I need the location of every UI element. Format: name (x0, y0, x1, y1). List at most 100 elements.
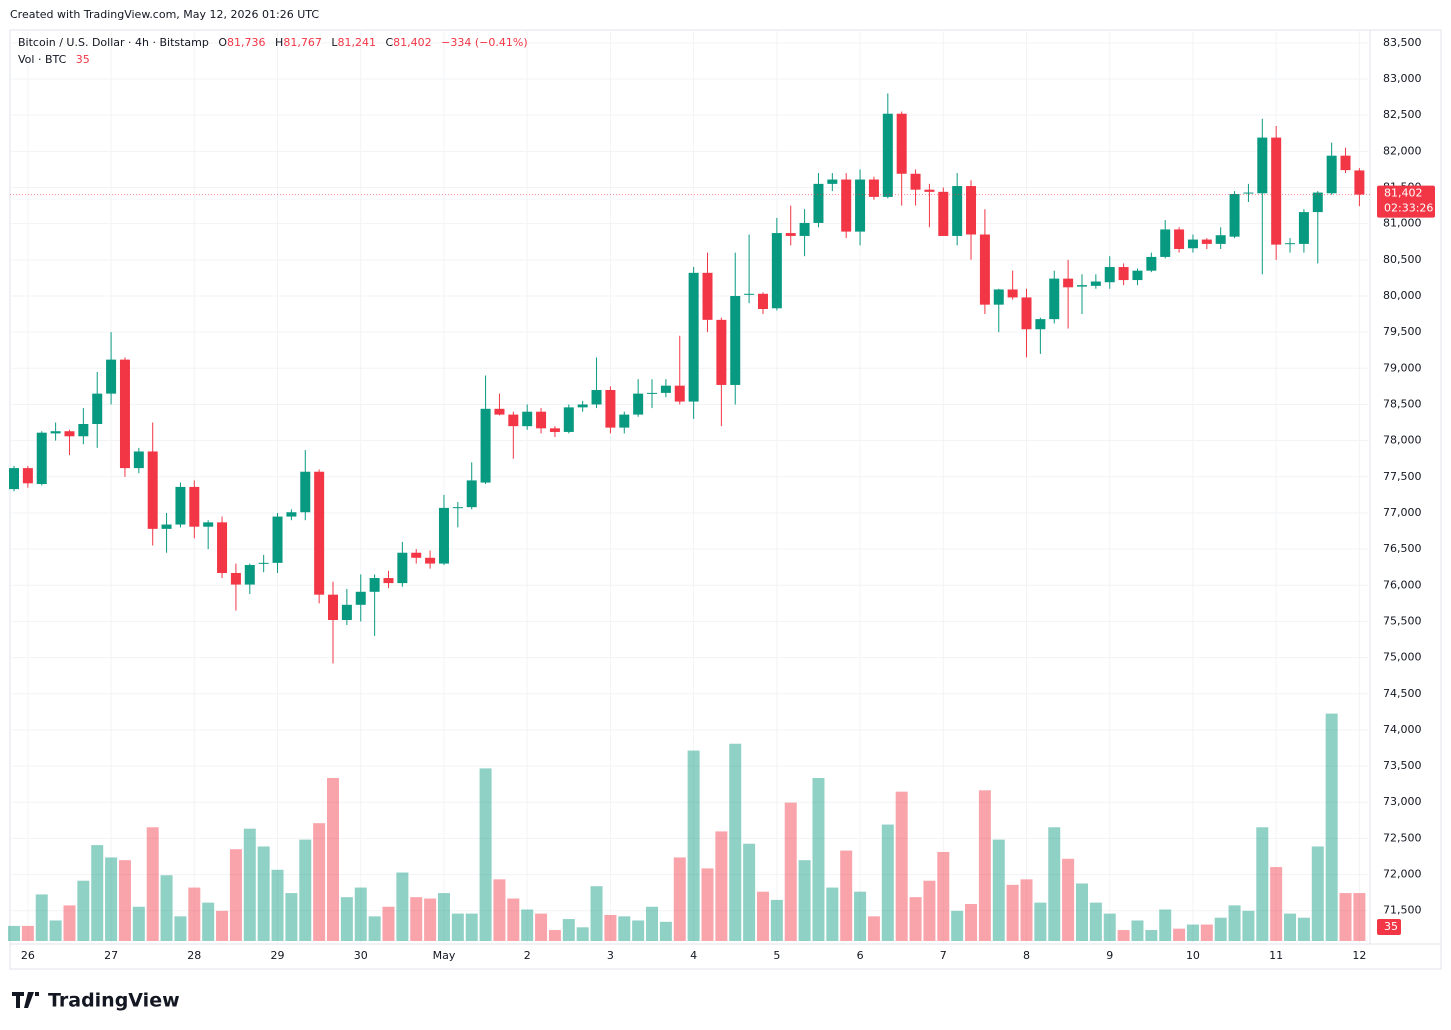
volume-bar (1256, 827, 1269, 941)
candle-body (64, 431, 75, 437)
y-tick-label: 79,000 (1383, 361, 1422, 374)
volume-bar (479, 768, 492, 941)
volume-bar (1103, 913, 1116, 941)
volume-bar (646, 906, 659, 941)
candle-body (896, 113, 907, 174)
y-tick-label: 73,000 (1383, 795, 1422, 808)
x-tick-label: 27 (104, 949, 118, 962)
volume-bar (105, 857, 118, 941)
volume-bar (687, 750, 700, 941)
volume-bar (729, 743, 742, 941)
candle-body (716, 319, 727, 385)
countdown: 02:33:26 (1384, 202, 1433, 215)
candle-body (119, 359, 130, 469)
candle-body (133, 451, 144, 469)
volume-bar (1284, 913, 1297, 941)
y-tick-label: 83,000 (1383, 72, 1422, 85)
volume-bar (299, 839, 312, 941)
volume-bar (784, 802, 797, 941)
candle-body (882, 113, 893, 197)
volume-bar (951, 910, 964, 941)
volume-bar (1242, 910, 1255, 941)
y-tick-label: 81,000 (1383, 217, 1422, 230)
candle-body (425, 557, 436, 564)
candle-body (189, 486, 200, 527)
candle-body (813, 183, 824, 223)
candle-body (730, 295, 741, 385)
candle-body (1326, 155, 1337, 194)
volume-bar (21, 925, 34, 941)
candle-body (979, 234, 990, 305)
candle-body (272, 516, 283, 563)
volume-bar (1131, 920, 1144, 941)
volume-bar (1339, 893, 1352, 941)
candle-body (341, 604, 352, 620)
x-tick-label: 28 (187, 949, 201, 962)
candle-body (563, 407, 574, 432)
candle-body (674, 385, 685, 402)
y-tick-label: 75,500 (1383, 614, 1422, 627)
plot (8, 93, 1370, 941)
volume-bar (285, 893, 298, 941)
volume-bar (562, 919, 575, 941)
y-tick-label: 77,000 (1383, 506, 1422, 519)
volume-bar (368, 916, 381, 941)
volume-bar (673, 857, 686, 941)
volume-bar (202, 902, 215, 941)
volume-bar (243, 828, 256, 941)
candle-body (577, 404, 588, 408)
candle-body (1063, 278, 1074, 288)
candle-body (1104, 267, 1115, 283)
volume-bar (715, 831, 728, 941)
volume-bar (895, 791, 908, 941)
candle-body (688, 272, 699, 402)
y-tick-label: 78,500 (1383, 397, 1422, 410)
candle-body (397, 552, 408, 584)
volume-bar (1311, 846, 1324, 941)
y-tick-label: 72,500 (1383, 831, 1422, 844)
candle-body (785, 233, 796, 236)
volume-bar (1353, 893, 1366, 941)
volume-bar (1228, 905, 1241, 941)
x-tick-label: 11 (1269, 949, 1283, 962)
volume-bar (1075, 883, 1088, 941)
volume-bar (1214, 917, 1227, 941)
candle-body (647, 392, 658, 394)
volume-tag-value: 35 (1384, 920, 1398, 933)
volume-bar (174, 916, 187, 941)
volume-bar (49, 920, 62, 941)
candle-body (258, 562, 269, 564)
caption: Created with TradingView.com, May 12, 20… (10, 8, 319, 21)
candle-body (1174, 229, 1185, 249)
y-tick-label: 80,500 (1383, 253, 1422, 266)
candle-body (993, 289, 1004, 305)
volume-bar (188, 887, 201, 941)
candle-body (633, 393, 644, 415)
volume-bar (354, 887, 367, 941)
candle-body (1298, 212, 1309, 244)
volume-bar (465, 913, 478, 941)
volume-bar (618, 916, 631, 941)
y-tick-label: 77,500 (1383, 470, 1422, 483)
candle-body (619, 414, 630, 428)
candle-body (452, 507, 463, 509)
price-tag (1377, 185, 1435, 218)
chart-frame (9, 29, 1442, 970)
candle-body (78, 423, 89, 437)
candle-body (605, 390, 616, 428)
candle-body (1271, 137, 1282, 245)
candle-body (1354, 170, 1365, 195)
price-tag-value: 81,402 (1384, 187, 1423, 200)
candle-body (549, 428, 560, 432)
candle-body (1007, 289, 1018, 298)
candle-body (286, 512, 297, 517)
volume-bar (313, 823, 326, 941)
volume-bar (327, 777, 340, 941)
volume-bar (770, 899, 783, 941)
volume-bar (63, 905, 76, 941)
o-label: O (218, 36, 227, 49)
candle-body (1187, 239, 1198, 249)
candle-body (480, 408, 491, 483)
